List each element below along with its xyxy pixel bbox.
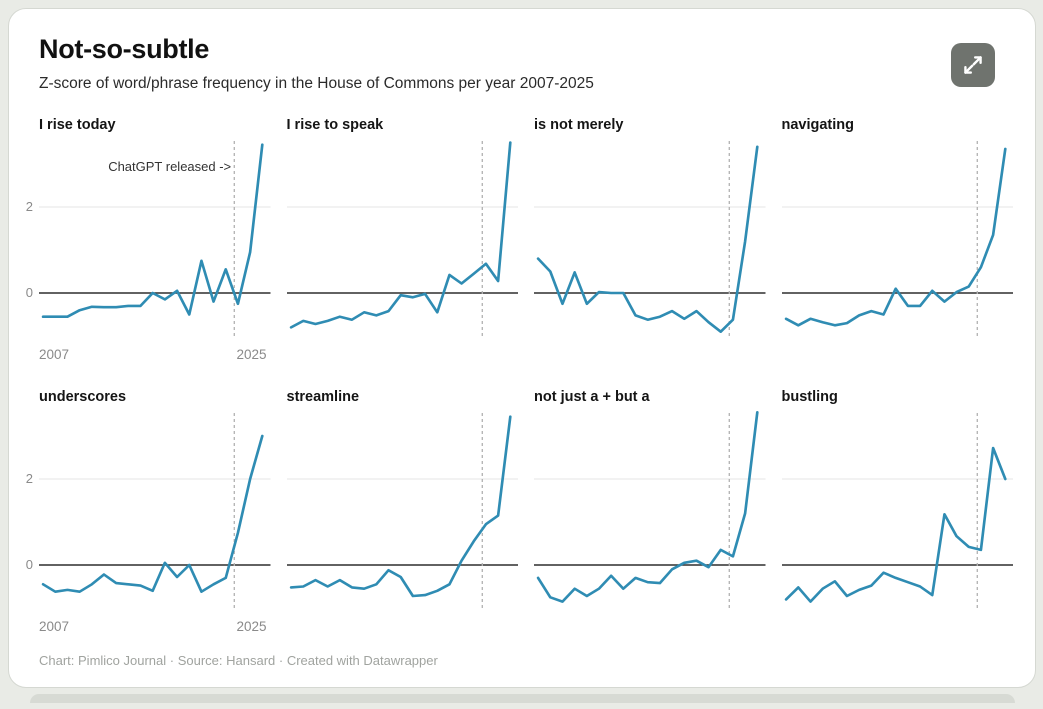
chart-card: Not-so-subtle Z-score of word/phrase fre…: [8, 8, 1036, 688]
panels-grid: I rise today 2 0 ChatGPT released -> 2007 202…: [26, 117, 1014, 637]
chart-subtitle: Z-score of word/phrase frequency in the …: [39, 75, 594, 92]
panel-title: bustling: [781, 389, 838, 405]
x-axis-end-label: 2025: [236, 347, 267, 362]
small-multiple-panel: I rise today 2 0 ChatGPT released -> 2007 202…: [26, 117, 271, 365]
panel-title: is not merely: [534, 117, 624, 133]
x-axis: 2007 2025: [39, 345, 271, 365]
line-chart: [286, 413, 518, 609]
panel-plot-area: 2 0 ChatGPT released ->: [26, 137, 271, 343]
small-multiple-panel: is not merely: [534, 117, 766, 365]
x-axis: [534, 345, 766, 365]
panel-plot-area: [286, 409, 518, 615]
small-multiple-panel: streamline: [286, 389, 519, 637]
panel-plot-area: [534, 137, 766, 343]
x-axis: [782, 617, 1014, 637]
x-axis: [534, 617, 766, 637]
small-multiple-panel: underscores 2 0 2007 2025: [26, 389, 271, 637]
y-axis-tick-label: 2: [25, 471, 33, 486]
line-chart: [781, 413, 1013, 609]
small-multiple-panel: navigating: [781, 117, 1014, 365]
panel-title: navigating: [781, 117, 855, 133]
panel-title: underscores: [39, 389, 127, 405]
x-axis: [287, 617, 519, 637]
panel-title: I rise today: [39, 117, 116, 133]
line-chart: [534, 410, 766, 609]
x-axis: 2007 2025: [39, 617, 271, 637]
x-axis: [287, 345, 519, 365]
panel-plot-area: [286, 137, 518, 343]
panel-plot-area: [534, 409, 766, 615]
chatgpt-released-annotation: ChatGPT released ->: [108, 159, 232, 174]
page-background: Not-so-subtle Z-score of word/phrase fre…: [0, 8, 1043, 703]
chart-title: Not-so-subtle: [39, 34, 210, 64]
line-chart: [534, 141, 766, 337]
y-axis-tick-label: 0: [25, 557, 33, 572]
small-multiple-panel: bustling: [781, 389, 1014, 637]
chart-footer: Chart: Pimlico Journal · Source: Hansard…: [39, 653, 438, 668]
small-multiple-panel: not just a + but a: [534, 389, 766, 637]
panel-plot-area: [781, 137, 1013, 343]
x-axis-end-label: 2025: [236, 619, 267, 634]
x-axis: [782, 345, 1014, 365]
small-multiple-panel: I rise to speak: [286, 117, 519, 365]
x-axis-start-label: 2007: [39, 619, 70, 634]
expand-arrows-icon: [964, 56, 982, 74]
y-axis-tick-label: 2: [25, 199, 33, 214]
next-card-top-edge: [30, 694, 1015, 703]
y-axis-tick-label: 0: [25, 285, 33, 300]
panel-title: I rise to speak: [286, 117, 384, 133]
line-chart: [39, 413, 271, 609]
panel-title: not just a + but a: [534, 389, 650, 405]
expand-button[interactable]: [951, 43, 995, 87]
line-chart: [286, 141, 518, 337]
panel-title: streamline: [286, 389, 360, 405]
line-chart: [781, 141, 1013, 337]
x-axis-start-label: 2007: [39, 347, 70, 362]
line-chart: [39, 141, 271, 337]
panel-plot-area: [781, 409, 1013, 615]
